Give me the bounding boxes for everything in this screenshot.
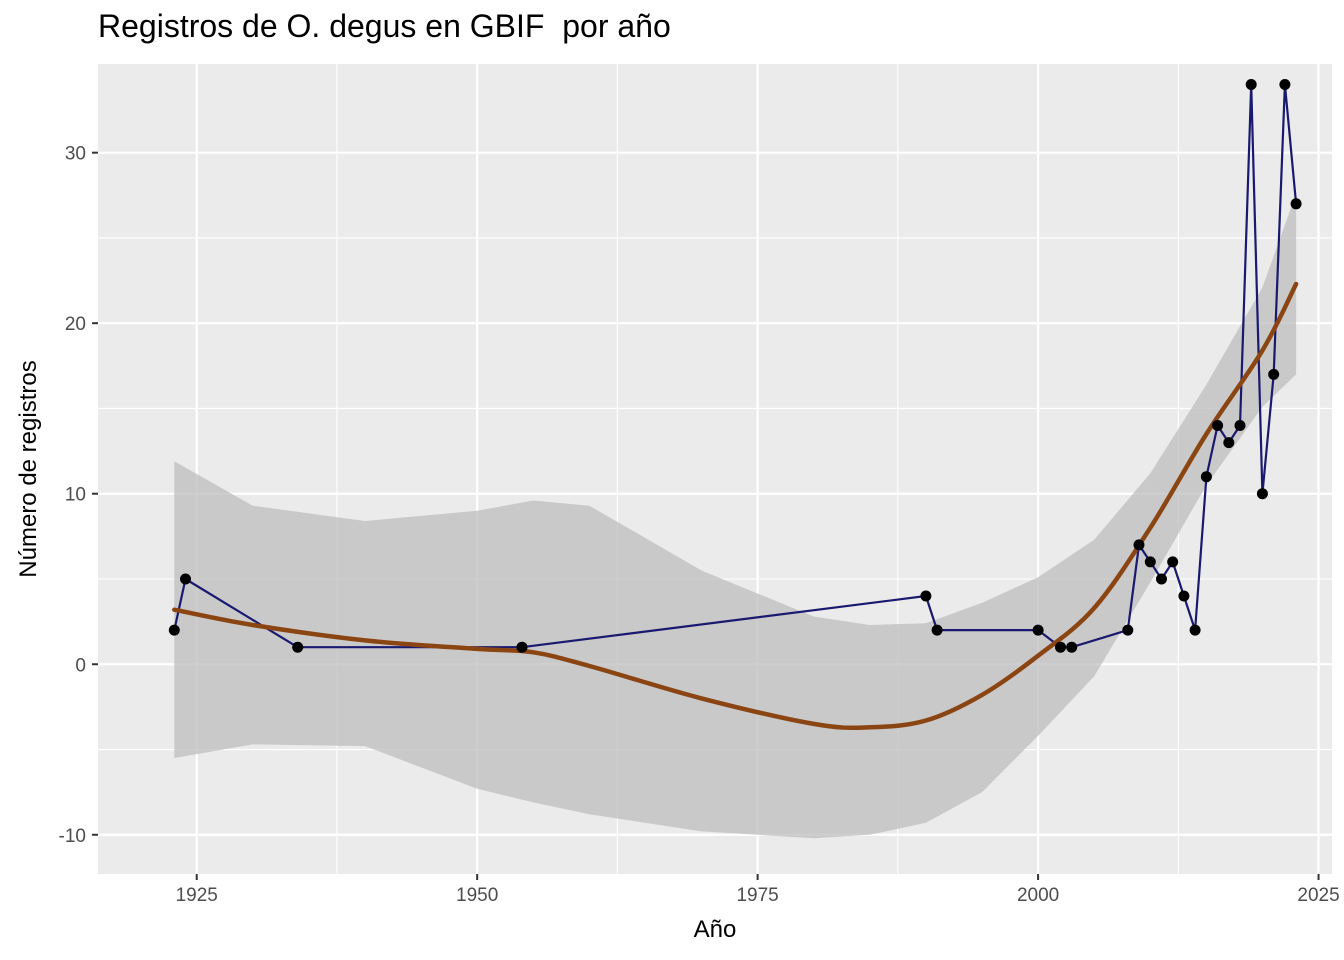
data-point [1133,539,1145,551]
x-tick-label: 1925 [176,885,218,906]
y-tick-label: 0 [75,655,86,676]
chart-title: Registros de O. degus en GBIF por año [98,8,671,44]
y-axis-tick-labels: -10 0 10 20 30 [59,144,86,847]
data-point [1256,488,1268,500]
x-axis-tick-labels: 1925 1950 1975 2000 2025 [176,885,1340,906]
x-tick-label: 2000 [1017,885,1059,906]
y-tick-label: 10 [65,485,86,506]
x-tick-label: 1950 [456,885,498,906]
data-point [180,573,191,585]
smooth-line [172,281,1299,731]
confidence-band [174,193,1297,839]
y-axis-title: Número de registros [15,360,42,577]
axis-ticks [92,151,1320,880]
data-points [168,79,1302,653]
data-point [1212,420,1224,431]
data-point [168,624,180,636]
y-tick-label: -10 [59,826,86,847]
data-point [1200,471,1212,483]
confidence-ribbon [174,193,1297,839]
data-point [1189,624,1201,636]
data-point [1178,590,1190,602]
smooth-trend [172,281,1299,731]
data-point [1167,556,1179,568]
y-tick-label: 30 [65,144,86,165]
data-point [1144,556,1156,568]
data-point [1223,437,1235,449]
data-point [1290,198,1302,210]
data-point [292,641,304,653]
data-point [1122,624,1134,636]
x-tick-label: 1975 [736,885,778,906]
data-point [1268,368,1280,380]
data-point [1032,624,1044,636]
data-point [1156,573,1167,585]
y-tick-label: 20 [65,314,86,335]
data-point [920,590,932,602]
data-point [1245,79,1257,90]
data-point [1066,641,1078,653]
x-tick-label: 2025 [1297,885,1339,906]
x-axis-title: Año [694,916,737,943]
data-point [931,624,943,636]
data-point [1055,641,1066,653]
data-point [1279,79,1291,90]
data-point [516,641,528,653]
data-point [1234,420,1246,431]
